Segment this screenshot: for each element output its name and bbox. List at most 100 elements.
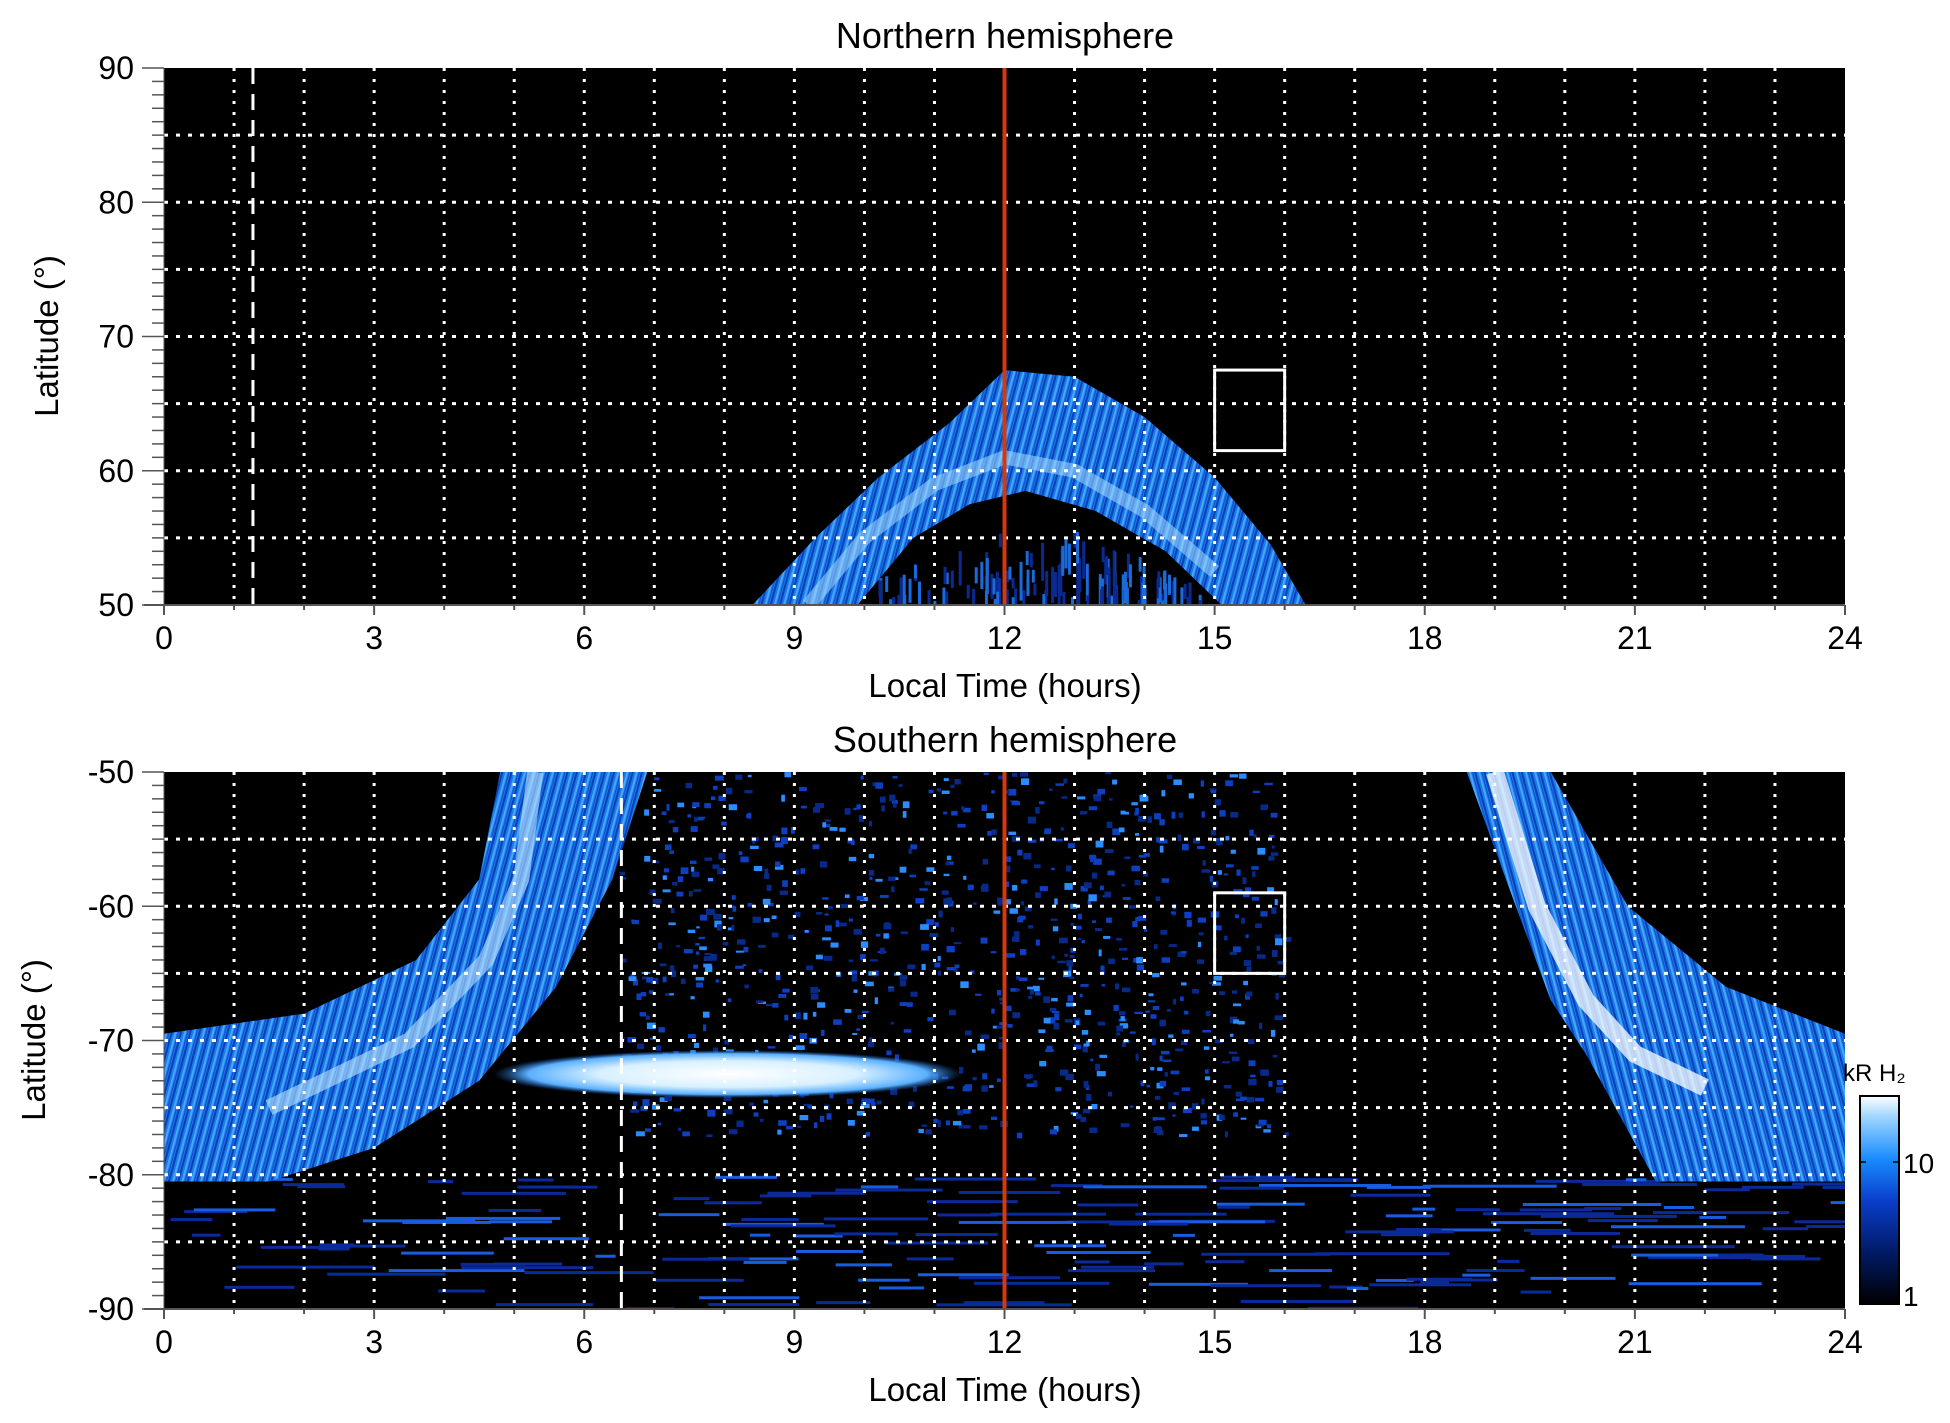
emission-patch [1081,940,1086,944]
emission-patch [875,878,883,882]
emission-patch [1244,887,1252,894]
emission-patch [857,1014,864,1020]
emission-patch [732,905,737,912]
emission-patch [963,875,967,880]
x-tick-label: 3 [365,1324,383,1360]
emission-patch [937,970,942,976]
emission-patch [707,877,714,882]
emission-patch [1082,1108,1091,1114]
emission-patch [716,924,722,931]
northern-xlabel: Local Time (hours) [868,667,1141,704]
emission-patch [1027,816,1037,824]
emission-patch [1039,1060,1047,1067]
emission-patch [869,876,873,880]
emission-patch [1154,1095,1161,1100]
emission-patch [860,954,866,961]
emission-streak [445,1216,561,1220]
emission-patch [1031,569,1035,583]
emission-patch [1019,949,1027,956]
emission-patch [1020,778,1030,786]
emission-streak [1345,1230,1455,1234]
emission-patch [900,931,908,935]
emission-patch [1118,948,1128,951]
emission-patch [933,600,937,605]
emission-patch [861,1098,870,1104]
emission-streak [1663,1206,1695,1210]
emission-patch [889,794,896,802]
emission-patch [1083,882,1092,889]
emission-patch [1129,1031,1136,1034]
emission-patch [1135,917,1141,922]
emission-streak [461,1191,567,1195]
emission-patch [890,1088,898,1095]
emission-patch [1166,774,1173,780]
emission-patch [1095,840,1104,848]
emission-patch [1268,856,1275,861]
emission-patch [925,1129,932,1135]
emission-patch [1083,1081,1089,1088]
emission-patch [1008,566,1012,580]
emission-patch [1242,877,1247,885]
x-tick-label: 21 [1617,620,1653,656]
emission-patch [1124,856,1131,860]
emission-patch [1112,779,1118,785]
emission-streak [1523,1228,1571,1232]
emission-patch [777,1129,782,1135]
emission-patch [1251,896,1260,901]
emission-patch [1039,886,1048,892]
emission-patch [958,1123,963,1129]
emission-patch [725,787,733,795]
emission-patch [765,1003,773,1007]
emission-streak [1717,1253,1764,1257]
emission-patch [736,939,746,945]
emission-patch [868,820,873,827]
emission-patch [1032,985,1040,992]
emission-patch [884,922,890,927]
emission-patch [800,805,807,809]
emission-patch [1214,838,1221,843]
emission-patch [948,900,954,907]
emission-patch [1192,1126,1199,1131]
emission-patch [704,953,712,956]
emission-patch [1231,1056,1240,1062]
x-tick-label: 15 [1197,620,1233,656]
emission-patch [1046,1045,1053,1050]
x-tick-label: 12 [987,620,1023,656]
emission-patch [1048,1017,1056,1024]
emission-patch [1219,991,1226,995]
emission-patch [1209,875,1214,883]
emission-patch [861,1010,869,1014]
emission-patch [778,1120,787,1126]
emission-patch [1006,570,1010,583]
emission-patch [687,814,692,818]
emission-streak [495,1303,593,1307]
emission-patch [683,949,693,954]
emission-patch [1070,922,1075,927]
colorbar-tick-label-10: 10 [1903,1148,1934,1179]
emission-patch [658,1027,665,1033]
emission-streak [917,1273,1009,1277]
emission-patch [722,942,729,946]
emission-patch [1219,810,1226,817]
emission-patch [676,945,681,948]
emission-patch [1053,838,1063,842]
emission-patch [798,787,807,792]
emission-patch [1158,839,1168,844]
emission-patch [1209,981,1216,984]
emission-patch [1099,1054,1108,1058]
emission-patch [1100,965,1105,971]
emission-patch [1155,896,1161,901]
emission-patch [1230,849,1236,854]
emission-streak [662,1257,750,1261]
emission-streak [1375,1278,1414,1282]
emission-patch [803,1103,809,1106]
emission-patch [1151,1038,1156,1046]
emission-patch [743,946,749,953]
emission-patch [1168,944,1177,947]
emission-patch [950,784,955,789]
emission-patch [702,1011,710,1018]
emission-patch [1120,810,1126,815]
y-tick-label: -70 [88,1023,134,1059]
emission-streak [1077,1203,1139,1207]
emission-streak [488,1208,542,1212]
